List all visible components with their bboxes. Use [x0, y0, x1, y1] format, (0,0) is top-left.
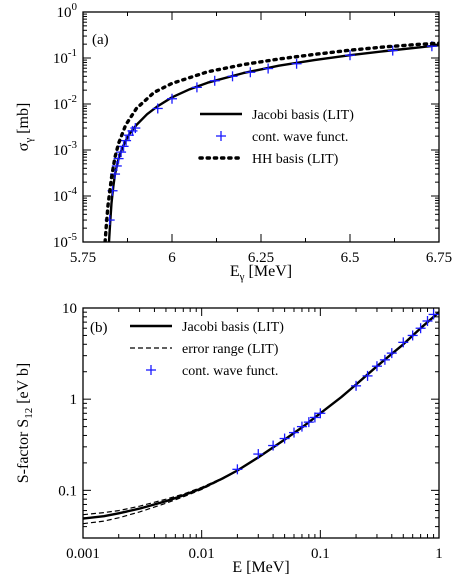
panel-a-legend: Jacobi basis (LIT) cont. wave funct. HH ba…: [198, 108, 354, 167]
panel-a-ticks: [82, 11, 440, 243]
panel-b-x-tick-labels: 0.001 0.01 0.1 1: [66, 546, 443, 562]
panel-b-data-point: [371, 361, 382, 372]
panel-b-data-point: [303, 417, 314, 428]
panel-b-legend-entry: error range (LIT): [130, 342, 279, 357]
panel-a-y-tick-label: 10-4: [53, 185, 78, 205]
panel-a-legend-entry: cont. wave funct.: [216, 130, 348, 145]
panel-a-plot-frame: [82, 11, 440, 243]
panel-b-legend: Jacobi basis (LIT) error range (LIT) cont.…: [130, 320, 284, 379]
panel-a-data-point: [111, 160, 122, 171]
panel-a-xlabel-unit: [MeV]: [245, 263, 293, 280]
panel-a-data-point: [291, 58, 302, 69]
panel-b-series-line-1: [83, 469, 238, 516]
panel-a-ylabel-unit: [mb]: [15, 103, 32, 138]
panel-b-data-point: [253, 449, 264, 460]
panel-b-plot-frame: [82, 307, 440, 539]
panel-b-data-point: [379, 354, 390, 365]
panel-b-legend-label: error range (LIT): [182, 342, 279, 357]
panel-b-x-tick-label: 0.001: [66, 546, 100, 562]
panel-b-label: (b): [90, 320, 108, 336]
panel-b-data-point: [415, 323, 426, 334]
panel-b-data-point: [289, 427, 300, 438]
panel-b-legend-label: Jacobi basis (LIT): [182, 320, 284, 335]
panel-a-data-point: [245, 67, 256, 78]
panel-b-x-tick-label: 1: [435, 546, 443, 562]
panel-a-data-point: [209, 75, 220, 86]
panel-a-legend-label: HH basis (LIT): [252, 152, 339, 167]
panel-b-data-point: [422, 316, 433, 327]
panel-b: (b) 0.001 0.01 0.1 1 0.1 1 10 E [MeV] S-facto…: [15, 301, 443, 576]
panel-a-x-tick-label: 6.25: [248, 250, 274, 266]
panel-a-y-axis-title: σγ [mb]: [15, 103, 35, 152]
panel-a-xlabel-main: E: [230, 263, 240, 280]
panel-b-ylabel-unit: [eV b]: [15, 363, 32, 408]
panel-a-series-line-2: [103, 41, 439, 242]
panel-a-data-point: [116, 147, 127, 158]
panel-b-ylabel-main: S-factor S: [15, 419, 32, 483]
panel-a-data-point: [121, 135, 132, 146]
panel-b-y-tick-labels: 0.1 1 10: [58, 301, 77, 499]
panel-b-data-point: [407, 330, 418, 341]
panel-a-data-point: [227, 71, 238, 82]
panel-a: (a) 5.75 6 6.25 6.5 6.75 10-510-410-310-210-…: [15, 1, 452, 283]
panel-a-series: [103, 41, 439, 242]
panel-b-data-point: [351, 380, 362, 391]
panel-b-x-tick-label: 0.1: [311, 546, 330, 562]
panel-b-data-point: [428, 309, 439, 320]
panel-a-x-tick-labels: 5.75 6 6.25 6.5 6.75: [70, 250, 452, 266]
panel-a-legend-entry: Jacobi basis (LIT): [200, 108, 354, 123]
panel-b-data-point: [279, 433, 290, 444]
panel-b-x-tick-label: 0.01: [189, 546, 215, 562]
panel-a-data-point: [191, 82, 202, 93]
panel-a-y-tick-label: 10-3: [53, 139, 78, 159]
panel-a-label: (a): [92, 32, 109, 48]
panel-b-data-point: [309, 412, 320, 423]
panel-a-x-tick-label: 6: [168, 250, 176, 266]
panel-a-data-point: [167, 93, 177, 104]
panel-a-xlabel-sub: γ: [239, 271, 245, 283]
panel-a-series-line-0: [107, 44, 439, 242]
panel-a-y-tick-label: 10-1: [53, 47, 77, 67]
panel-a-data-point: [113, 153, 124, 164]
panel-a-x-tick-label: 6.5: [341, 250, 360, 266]
panel-a-legend-label: Jacobi basis (LIT): [252, 108, 354, 123]
panel-b-series: [83, 309, 439, 525]
panel-a-data-point: [263, 63, 274, 74]
panel-a-y-tick-label: 100: [57, 1, 78, 21]
panel-b-data-point: [268, 440, 279, 451]
panel-b-ticks: [82, 307, 440, 538]
panel-b-data-point: [296, 421, 307, 432]
panel-a-legend-entry: HH basis (LIT): [198, 152, 339, 167]
panel-b-y-tick-label: 10: [62, 301, 77, 317]
panel-b-y-tick-label: 1: [70, 392, 78, 408]
panel-a-ylabel-sub: γ: [23, 138, 35, 144]
panel-a-data-point: [387, 45, 398, 56]
panel-b-legend-entry: Jacobi basis (LIT): [130, 320, 284, 335]
panel-a-ylabel-main: σ: [15, 142, 32, 151]
panel-b-legend-label: cont. wave funct.: [182, 364, 278, 379]
panel-a-x-tick-label: 5.75: [70, 250, 96, 266]
panel-b-x-axis-title: E [MeV]: [232, 559, 289, 576]
panel-b-data-point: [398, 337, 409, 348]
panel-b-y-tick-label: 0.1: [58, 483, 77, 499]
panel-b-data-point: [362, 370, 373, 381]
panel-b-data-point: [315, 408, 326, 419]
panel-b-ylabel-sub: 12: [23, 408, 35, 419]
panel-a-data-point: [118, 141, 129, 152]
panel-a-data-point: [345, 50, 355, 61]
panel-a-x-axis-title: Eγ [MeV]: [230, 263, 292, 283]
panel-a-legend-label: cont. wave funct.: [252, 130, 348, 145]
panel-a-data-point: [152, 103, 163, 114]
panel-a-y-tick-labels: 10-5 10-4 10-3 10-2 10-1 100: [53, 1, 78, 251]
panel-a-y-tick-label: 10-2: [53, 93, 77, 113]
panel-b-legend-entry: cont. wave funct.: [146, 364, 278, 379]
panel-b-data-point: [386, 348, 397, 359]
panel-a-y-tick-label: 10-5: [53, 231, 78, 251]
panel-b-y-axis-title: S-factor S12 [eV b]: [15, 363, 35, 483]
panel-b-series-line-2: [83, 470, 238, 525]
panel-a-x-tick-label: 6.75: [426, 250, 452, 266]
panel-b-data-point: [232, 464, 243, 475]
panel-a-data-point: [130, 123, 141, 134]
